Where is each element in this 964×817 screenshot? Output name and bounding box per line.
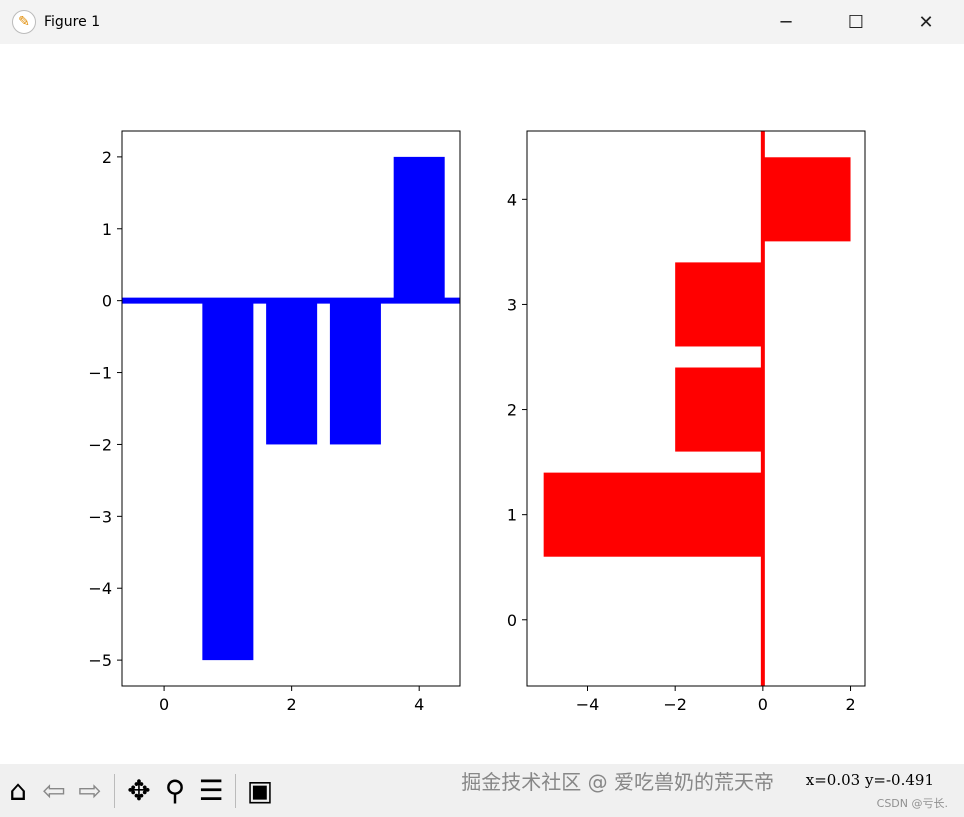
matplotlib-icon: ✎ (12, 10, 36, 34)
y-tick-label: 1 (102, 220, 112, 239)
axes-frame (526, 130, 866, 687)
figure-canvas[interactable]: 0 2 4 −5 −4 −3 −2 −1 0 1 2 −4 −2 0 2 0 1 2 3 4 (0, 44, 964, 764)
bar (675, 262, 763, 347)
x-tick-label: −2 (663, 695, 687, 714)
y-tick-label: −5 (88, 651, 112, 670)
y-tick-label: 3 (507, 295, 517, 314)
y-tick-label: −3 (88, 507, 112, 526)
home-icon[interactable]: ⌂ (9, 774, 27, 807)
forward-icon[interactable]: ⇨ (78, 774, 102, 807)
bar (202, 300, 254, 661)
bar (329, 300, 381, 445)
y-tick-label: 0 (102, 292, 112, 311)
navigation-toolbar: ⌂ ⇦ ⇨ ✥ ⚲ ☰ ▣ (0, 764, 964, 817)
axes-frame (121, 130, 461, 687)
pan-icon[interactable]: ✥ (127, 774, 151, 807)
y-tick-label: 2 (102, 148, 112, 167)
watermark: 掘金技术社区 @ 爱吃兽奶的荒天帝 (461, 770, 774, 794)
bar (393, 156, 445, 301)
axes-2: −4 −2 0 2 0 1 2 3 4 (507, 130, 866, 714)
close-button[interactable]: ✕ (918, 11, 934, 33)
configure-icon[interactable]: ☰ (198, 774, 224, 807)
back-icon[interactable]: ⇦ (42, 774, 66, 807)
y-tick-label: 2 (507, 401, 517, 420)
x-tick-label: 2 (287, 695, 297, 714)
y-tick-label: −1 (88, 364, 112, 383)
y-tick-label: 0 (507, 611, 517, 630)
y-tick-label: 1 (507, 506, 517, 525)
y-tick-label: −2 (88, 435, 112, 454)
axes-1: 0 2 4 −5 −4 −3 −2 −1 0 1 2 (88, 130, 461, 714)
separator (235, 773, 236, 808)
bar (543, 472, 763, 557)
zoom-icon[interactable]: ⚲ (164, 774, 186, 807)
bar (266, 300, 318, 445)
minimize-button[interactable]: ─ (780, 11, 792, 33)
bar (762, 157, 851, 242)
title-bar: ✎ Figure 1 ─ ☐ ✕ (0, 0, 964, 44)
x-tick-label: 2 (845, 695, 855, 714)
y-tick-label: 4 (507, 190, 517, 209)
coordinate-readout: x=0.03 y=-0.491 (805, 771, 934, 789)
maximize-button[interactable]: ☐ (847, 11, 865, 33)
x-tick-label: −4 (576, 695, 600, 714)
save-icon[interactable]: ▣ (246, 774, 274, 807)
x-tick-label: 4 (414, 695, 424, 714)
x-tick-label: 0 (159, 695, 169, 714)
y-tick-label: −4 (88, 579, 112, 598)
x-tick-label: 0 (758, 695, 768, 714)
watermark-sub: CSDN @亏长. (876, 797, 948, 810)
window-title: Figure 1 (44, 14, 101, 30)
bar (675, 367, 763, 452)
separator (114, 773, 115, 808)
